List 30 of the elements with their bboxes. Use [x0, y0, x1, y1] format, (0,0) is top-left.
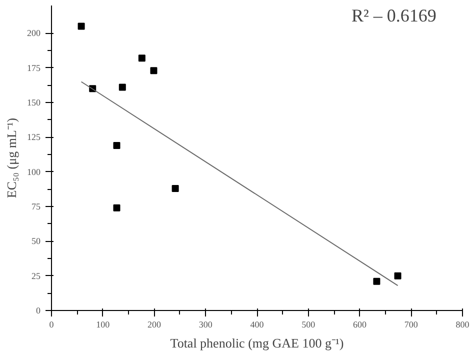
x-tick-label: 500	[302, 320, 316, 330]
x-tick-label: 600	[353, 320, 367, 330]
point	[113, 142, 120, 150]
x-tick-label: 800	[456, 320, 470, 330]
point	[150, 67, 158, 74]
point	[118, 84, 126, 91]
y-axis-title: EC₅₀ (μg mL⁻¹)	[4, 118, 19, 198]
x-tick-label: 700	[404, 320, 418, 330]
point	[78, 22, 85, 30]
x-tick-label: 300	[198, 320, 213, 330]
y-tick-label: 75	[32, 202, 41, 212]
x-tick-label: 200	[148, 320, 162, 330]
y-tick-label: 150	[27, 98, 41, 108]
x-tick-label: 400	[250, 320, 264, 330]
point	[394, 272, 402, 280]
point	[373, 278, 380, 285]
point	[113, 204, 120, 212]
y-tick-label: 200	[27, 28, 41, 38]
y-tick-label: 0	[36, 306, 41, 316]
x-tick-label: 100	[96, 320, 110, 330]
y-tick-label: 125	[27, 132, 41, 142]
y-tick-label: 100	[27, 166, 41, 177]
y-tick-label: 175	[27, 62, 41, 73]
point	[138, 54, 146, 62]
y-tick-label: 50	[32, 236, 41, 246]
x-tick-label: 0	[49, 320, 54, 330]
annotation: R² – 0.6169	[352, 6, 436, 26]
y-tick-label: 25	[32, 270, 41, 281]
point	[172, 185, 179, 192]
x-axis-title: Total phenolic (mg GAE 100 g⁻¹)	[170, 336, 344, 350]
